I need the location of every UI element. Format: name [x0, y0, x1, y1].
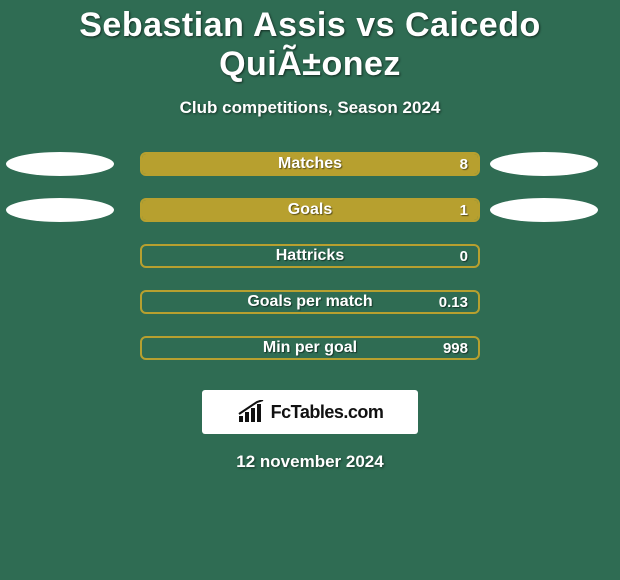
stat-row: Goals1	[0, 198, 620, 222]
bar-chart-icon	[237, 400, 265, 424]
stat-bar: Min per goal998	[140, 336, 480, 360]
stat-row: Matches8	[0, 152, 620, 176]
stat-row: Min per goal998	[0, 336, 620, 360]
stat-row: Hattricks0	[0, 244, 620, 268]
logo-box: Fc Tables .com	[202, 390, 418, 434]
stat-value: 998	[443, 338, 468, 358]
page-title: Sebastian Assis vs Caicedo QuiÃ±onez	[0, 6, 620, 84]
logo-tables: Tables	[291, 402, 344, 423]
stat-bar: Goals per match0.13	[140, 290, 480, 314]
stat-bar-fill	[142, 200, 478, 220]
logo-fc: Fc	[271, 402, 291, 423]
stat-label: Min per goal	[142, 338, 478, 358]
subtitle: Club competitions, Season 2024	[0, 98, 620, 118]
date-text: 12 november 2024	[0, 452, 620, 472]
left-oval	[6, 198, 114, 222]
stat-value: 0.13	[439, 292, 468, 312]
stat-bar: Hattricks0	[140, 244, 480, 268]
stat-bar: Goals1	[140, 198, 480, 222]
logo-domain: .com	[343, 402, 383, 423]
stat-label: Goals per match	[142, 292, 478, 312]
stat-row: Goals per match0.13	[0, 290, 620, 314]
stat-bar-fill	[142, 154, 478, 174]
right-oval	[490, 198, 598, 222]
stat-bar: Matches8	[140, 152, 480, 176]
stat-value: 8	[460, 154, 468, 174]
logo-text: Fc Tables .com	[271, 402, 384, 423]
stat-value: 1	[460, 200, 468, 220]
stats-card: Sebastian Assis vs Caicedo QuiÃ±onez Clu…	[0, 0, 620, 580]
stat-label: Hattricks	[142, 246, 478, 266]
stat-rows: Matches8Goals1Hattricks0Goals per match0…	[0, 152, 620, 360]
left-oval	[6, 152, 114, 176]
stat-value: 0	[460, 246, 468, 266]
right-oval	[490, 152, 598, 176]
